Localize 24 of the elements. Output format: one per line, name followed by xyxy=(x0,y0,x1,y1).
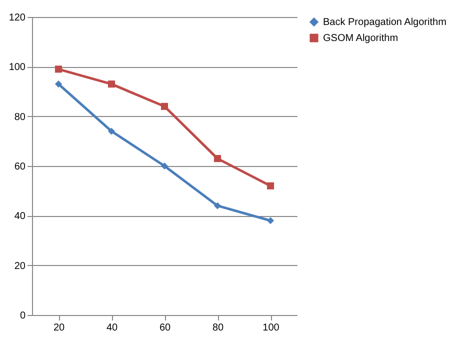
y-tick-label: 0 xyxy=(20,310,26,322)
y-tick-label: 20 xyxy=(14,260,26,272)
x-tick-label: 100 xyxy=(262,322,280,334)
x-tick-label: 60 xyxy=(159,322,171,334)
point xyxy=(160,102,168,110)
x-tick-label: 80 xyxy=(212,322,224,334)
y-tick-label: 120 xyxy=(8,12,26,24)
legend-label: GSOM Algorithm xyxy=(323,33,398,44)
legend-label: Back Propagation Algorithm xyxy=(323,17,446,28)
y-tick-label: 60 xyxy=(14,162,26,172)
x-tick-label: 40 xyxy=(106,322,118,334)
point xyxy=(108,80,116,88)
point xyxy=(108,128,116,135)
point xyxy=(54,80,62,88)
y-tick-label: 40 xyxy=(14,211,26,222)
x-tick-label: 20 xyxy=(53,322,65,334)
point xyxy=(266,182,274,190)
y-tick-label: 80 xyxy=(14,112,26,123)
point xyxy=(54,66,62,73)
point xyxy=(214,202,222,210)
point xyxy=(266,217,274,224)
point xyxy=(214,155,222,162)
point xyxy=(160,162,168,170)
y-tick-label: 100 xyxy=(8,62,26,74)
